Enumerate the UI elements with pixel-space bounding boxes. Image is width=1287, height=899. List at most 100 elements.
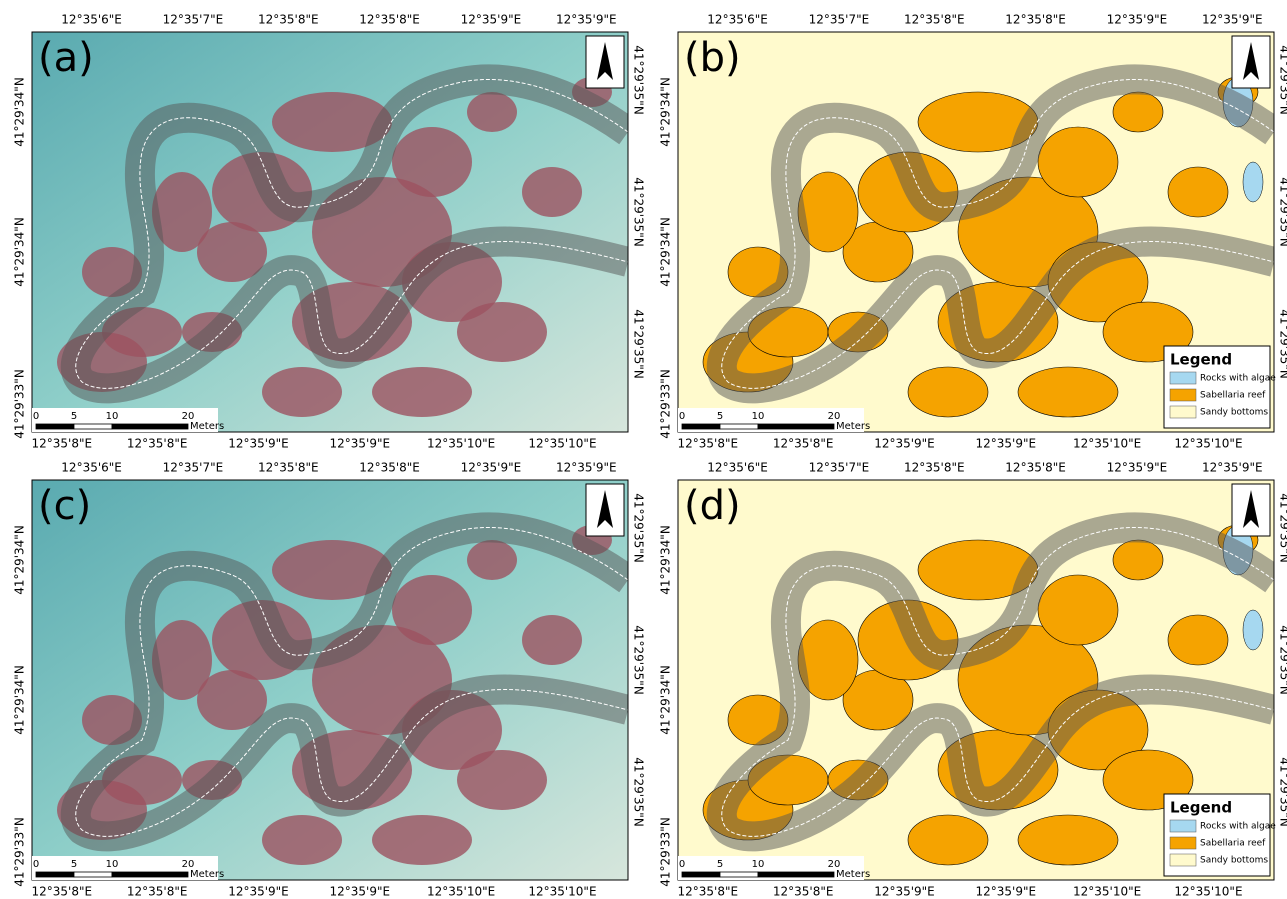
reef-patch (392, 127, 472, 197)
top-tick-label: 12°35'9"E (1202, 13, 1263, 27)
figure: (a) 12°35'6"E 12°35'7"E 12°35'8"E 12°35'8"E 1… (0, 0, 1287, 899)
right-tick-label: 41°29'35"N (632, 45, 646, 115)
scale-label: 5 (71, 859, 77, 870)
scale-segment (36, 872, 74, 877)
top-tick-label: 12°35'8"E (1005, 13, 1066, 27)
map-body (32, 32, 628, 432)
top-tick-label: 12°35'8"E (359, 13, 420, 27)
scale-segment (74, 872, 112, 877)
bottom-tick-label: 12°35'10"E (528, 437, 596, 451)
algae-patch (1243, 610, 1263, 650)
legend-swatch (1170, 389, 1196, 401)
reef-patch (372, 367, 472, 417)
map-panel: (b)12°35'6"E12°35'7"E12°35'8"E12°35'8"E1… (659, 13, 1287, 451)
left-tick-label: 41°29'34"N (13, 77, 27, 147)
bottom-tick-label: 12°35'10"E (1174, 885, 1242, 899)
left-tick-label: 41°29'33"N (13, 369, 27, 439)
bottom-tick-label: 12°35'8"E (773, 885, 834, 899)
bottom-tick-label: 12°35'8"E (32, 885, 93, 899)
bottom-tick-label: 12°35'10"E (1073, 437, 1141, 451)
scale-segment (36, 424, 74, 429)
reef-patch (1038, 127, 1118, 197)
reef-patch (1018, 815, 1118, 865)
reef-patch (262, 815, 342, 865)
legend-label: Rocks with algae (1200, 822, 1276, 832)
top-tick-label: 12°35'9"E (1107, 13, 1168, 27)
bottom-tick-label: 12°35'10"E (427, 437, 495, 451)
bottom-tick-label: 12°35'10"E (427, 885, 495, 899)
top-tick-label: 12°35'8"E (904, 461, 965, 475)
left-tick-label: 41°29'34"N (13, 217, 27, 287)
bottom-tick-label: 12°35'9"E (330, 885, 391, 899)
right-tick-label: 41°29'35"N (1278, 625, 1287, 695)
top-tick-label: 12°35'8"E (359, 461, 420, 475)
scale-label: 0 (679, 411, 685, 422)
right-tick-label: 41°29'35"N (1278, 45, 1287, 115)
scale-label: 5 (717, 411, 723, 422)
top-tick-label: 12°35'7"E (809, 13, 870, 27)
scale-segment (682, 872, 720, 877)
legend-title: Legend (1170, 351, 1232, 369)
scale-label: 10 (106, 859, 119, 870)
scale-unit: Meters (190, 421, 224, 432)
legend-swatch (1170, 406, 1196, 418)
right-tick-label: 41°29'35"N (1278, 757, 1287, 827)
right-tick-label: 41°29'35"N (1278, 309, 1287, 379)
bottom-tick-label: 12°35'10"E (528, 885, 596, 899)
scale-segment (720, 424, 758, 429)
top-tick-label: 12°35'8"E (1005, 461, 1066, 475)
right-tick-label: 41°29'35"N (632, 177, 646, 247)
top-tick-label: 12°35'7"E (163, 461, 224, 475)
top-tick-label: 12°35'6"E (707, 13, 768, 27)
right-tick-label: 41°29'35"N (632, 757, 646, 827)
top-tick-label: 12°35'6"E (707, 461, 768, 475)
legend-label: Sandy bottoms (1200, 408, 1268, 418)
reef-patch (372, 815, 472, 865)
left-tick-label: 41°29'34"N (659, 525, 673, 595)
bottom-tick-label: 12°35'10"E (1073, 885, 1141, 899)
scale-label: 10 (752, 411, 765, 422)
top-tick-label: 12°35'9"E (461, 461, 522, 475)
legend-swatch (1170, 820, 1196, 832)
scale-unit: Meters (836, 421, 870, 432)
reef-patch (457, 302, 547, 362)
right-tick-label: 41°29'35"N (1278, 493, 1287, 563)
right-tick-label: 41°29'35"N (632, 309, 646, 379)
left-tick-label: 41°29'34"N (659, 77, 673, 147)
top-tick-label: 12°35'8"E (258, 461, 319, 475)
bottom-tick-label: 12°35'8"E (127, 885, 188, 899)
bottom-tick-label: 12°35'8"E (32, 437, 93, 451)
bottom-tick-label: 12°35'8"E (678, 885, 739, 899)
bottom-tick-label: 12°35'9"E (330, 437, 391, 451)
bottom-tick-label: 12°35'9"E (228, 437, 289, 451)
reef-patch (467, 92, 517, 132)
left-tick-label: 41°29'34"N (13, 525, 27, 595)
scale-label: 5 (717, 859, 723, 870)
top-tick-label: 12°35'7"E (163, 13, 224, 27)
scale-label: 10 (106, 411, 119, 422)
bottom-tick-label: 12°35'8"E (773, 437, 834, 451)
legend-label: Rocks with algae (1200, 374, 1276, 384)
bottom-tick-label: 12°35'10"E (1174, 437, 1242, 451)
reef-patch (1038, 575, 1118, 645)
right-tick-label: 41°29'35"N (632, 493, 646, 563)
scale-segment (682, 424, 720, 429)
top-tick-label: 12°35'8"E (904, 13, 965, 27)
left-tick-label: 41°29'34"N (659, 665, 673, 735)
reef-patch (392, 575, 472, 645)
left-tick-label: 41°29'34"N (13, 665, 27, 735)
scale-unit: Meters (190, 869, 224, 880)
top-tick-label: 12°35'8"E (258, 13, 319, 27)
right-tick-label: 41°29'35"N (632, 625, 646, 695)
scale-label: 0 (33, 411, 39, 422)
left-tick-label: 41°29'34"N (659, 217, 673, 287)
legend-swatch (1170, 372, 1196, 384)
scale-segment (720, 872, 758, 877)
map-panel: (a)12°35'6"E12°35'7"E12°35'8"E12°35'8"E1… (13, 13, 646, 451)
panel-label: (a) (38, 35, 94, 81)
panel-label: (d) (684, 483, 741, 529)
algae-patch (1243, 162, 1263, 202)
reef-patch (908, 367, 988, 417)
scale-segment (112, 424, 188, 429)
legend-title: Legend (1170, 799, 1232, 817)
